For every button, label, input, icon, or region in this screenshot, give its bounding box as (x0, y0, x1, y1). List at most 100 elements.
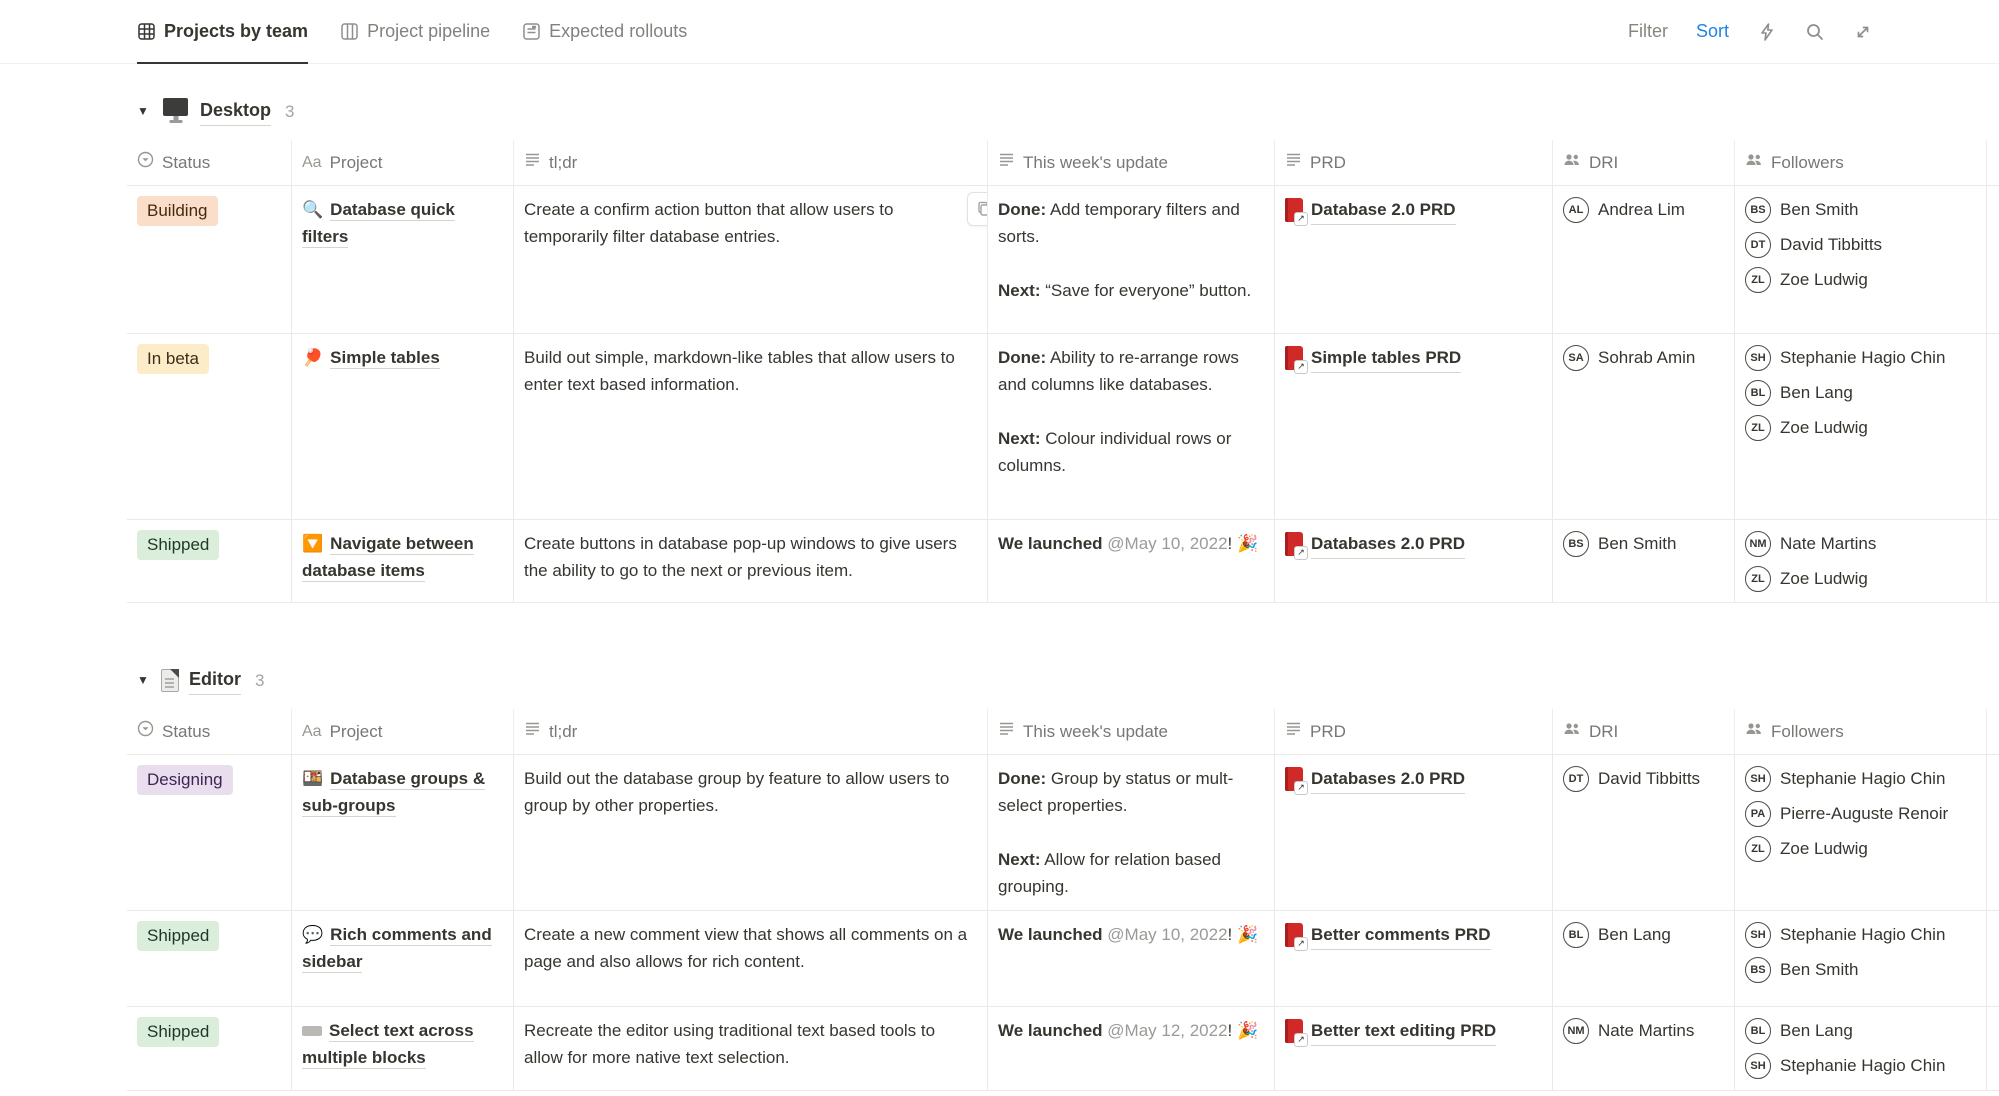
bolt-icon[interactable] (1757, 22, 1777, 42)
column-header-tl-dr[interactable]: tl;dr (514, 709, 988, 755)
date-mention[interactable]: @May 10, 2022 (1102, 534, 1228, 553)
followers-cell[interactable]: SH Stephanie Hagio Chin BS Ben Smith (1735, 911, 1987, 1007)
dri-cell[interactable]: BS Ben Smith (1553, 520, 1735, 603)
column-header-status[interactable]: Status (127, 140, 292, 186)
project-cell[interactable]: 🔍 Database quick filters (292, 186, 514, 334)
prd-cell[interactable]: Databases 2.0 PRD (1275, 755, 1553, 911)
column-header-tl-dr[interactable]: tl;dr (514, 140, 988, 186)
status-badge[interactable]: Shipped (137, 530, 220, 560)
status-cell[interactable]: Shipped (127, 520, 292, 603)
update-bold-text: Next: (998, 281, 1041, 300)
followers-cell[interactable]: NM Nate Martins ZL Zoe Ludwig (1735, 520, 1987, 603)
update-cell[interactable]: Done: Add temporary filters and sorts. Ne… (988, 186, 1275, 334)
group-name[interactable]: Editor (189, 666, 241, 695)
prd-cell[interactable]: Better comments PRD (1275, 911, 1553, 1007)
column-header-project[interactable]: Aa Project (292, 140, 514, 186)
dri-cell[interactable]: NM Nate Martins (1553, 1007, 1735, 1091)
followers-list: BS Ben Smith DT David Tibbitts ZL Zoe Ludwig (1745, 196, 1974, 293)
project-link[interactable]: Simple tables (330, 348, 440, 369)
tldr-cell[interactable]: Build out simple, markdown-like tables t… (514, 334, 988, 520)
prd-link[interactable]: Better comments PRD (1311, 921, 1491, 950)
date-mention[interactable]: @May 10, 2022 (1102, 925, 1228, 944)
status-cell[interactable]: Designing (127, 755, 292, 911)
prd-link-wrap: Better text editing PRD (1285, 1017, 1540, 1047)
project-link[interactable]: Database quick filters (302, 200, 455, 248)
followers-cell[interactable]: SH Stephanie Hagio Chin BL Ben Lang ZL Zoe Lu… (1735, 334, 1987, 520)
prd-link[interactable]: Better text editing PRD (1311, 1017, 1497, 1046)
status-badge[interactable]: Shipped (137, 921, 220, 951)
status-badge[interactable]: Designing (137, 765, 233, 795)
project-link[interactable]: Rich comments and sidebar (302, 925, 492, 973)
column-header-dri[interactable]: DRI (1553, 140, 1735, 186)
tldr-cell[interactable]: Create buttons in database pop-up window… (514, 520, 988, 603)
update-cell[interactable]: We launched @May 10, 2022! 🎉 (988, 520, 1275, 603)
update-cell[interactable]: We launched @May 12, 2022! 🎉 (988, 1007, 1275, 1091)
tab-expected-rollouts[interactable]: Expected rollouts (522, 0, 687, 63)
project-cell[interactable]: Select text across multiple blocks (292, 1007, 514, 1091)
column-header-followers[interactable]: Followers (1735, 709, 1987, 755)
column-header-this-week-s-update[interactable]: This week's update (988, 709, 1275, 755)
column-header-dri[interactable]: DRI (1553, 709, 1735, 755)
column-header-this-week-s-update[interactable]: This week's update (988, 140, 1275, 186)
tldr-cell[interactable]: Build out the database group by feature … (514, 755, 988, 911)
status-cell[interactable]: Shipped (127, 911, 292, 1007)
prd-link[interactable]: Databases 2.0 PRD (1311, 765, 1466, 794)
followers-list: SH Stephanie Hagio Chin PA Pierre-Auguste R… (1745, 765, 1974, 862)
sort-button[interactable]: Sort (1695, 21, 1729, 41)
status-badge[interactable]: In beta (137, 344, 209, 374)
dri-cell[interactable]: AL Andrea Lim (1553, 186, 1735, 334)
prd-link[interactable]: Database 2.0 PRD (1311, 196, 1456, 225)
update-cell[interactable]: Done: Ability to re-arrange rows and col… (988, 334, 1275, 520)
filter-button[interactable]: Filter (1627, 21, 1668, 41)
project-cell[interactable]: 🔽 Navigate between database items (292, 520, 514, 603)
update-cell[interactable]: We launched @May 10, 2022! 🎉 (988, 911, 1275, 1007)
tab-projects-by-team[interactable]: Projects by team (137, 0, 309, 64)
collapse-toggle-icon[interactable]: ▼ (137, 103, 149, 118)
collapse-toggle-icon[interactable]: ▼ (137, 672, 149, 687)
prd-cell[interactable]: Simple tables PRD (1275, 334, 1553, 520)
project-link[interactable]: Navigate between database items (302, 534, 474, 582)
search-icon[interactable] (1805, 22, 1825, 42)
column-label: DRI (1589, 153, 1619, 172)
project-link[interactable]: Select text across multiple blocks (302, 1021, 474, 1069)
project-link[interactable]: Database groups & sub-groups (302, 769, 486, 817)
column-header-project[interactable]: Aa Project (292, 709, 514, 755)
followers-cell[interactable]: BL Ben Lang SH Stephanie Hagio Chin (1735, 1007, 1987, 1091)
column-header-prd[interactable]: PRD (1275, 709, 1553, 755)
status-badge[interactable]: Building (137, 196, 218, 226)
followers-cell[interactable]: BS Ben Smith DT David Tibbitts ZL Zoe Ludwig (1735, 186, 1987, 334)
status-badge[interactable]: Shipped (137, 1017, 220, 1047)
project-cell[interactable]: 🍱 Database groups & sub-groups (292, 755, 514, 911)
update-bold-text: We launched (998, 534, 1103, 553)
group-name[interactable]: Desktop (200, 97, 272, 126)
tab-project-pipeline[interactable]: Project pipeline (340, 0, 490, 63)
status-cell[interactable]: In beta (127, 334, 292, 520)
prd-cell[interactable]: Better text editing PRD (1275, 1007, 1553, 1091)
update-text: Colour individual rows or columns. (998, 429, 1232, 475)
followers-cell[interactable]: SH Stephanie Hagio Chin PA Pierre-Auguste R… (1735, 755, 1987, 911)
status-cell[interactable]: Shipped (127, 1007, 292, 1091)
prd-cell[interactable]: Databases 2.0 PRD (1275, 520, 1553, 603)
expand-icon[interactable] (1853, 22, 1873, 42)
copy-button[interactable] (967, 192, 987, 226)
dri-cell[interactable]: BL Ben Lang (1553, 911, 1735, 1007)
dri-cell[interactable]: DT David Tibbitts (1553, 755, 1735, 911)
update-cell[interactable]: Done: Group by status or mult-select pro… (988, 755, 1275, 911)
project-cell[interactable]: 💬 Rich comments and sidebar (292, 911, 514, 1007)
column-header-followers[interactable]: Followers (1735, 140, 1987, 186)
column-label: PRD (1310, 153, 1346, 172)
date-mention[interactable]: @May 12, 2022 (1102, 1021, 1228, 1040)
status-cell[interactable]: Building (127, 186, 292, 334)
prd-link[interactable]: Databases 2.0 PRD (1311, 530, 1466, 559)
column-header-status[interactable]: Status (127, 709, 292, 755)
column-header-prd[interactable]: PRD (1275, 140, 1553, 186)
tldr-cell[interactable]: Create a new comment view that shows all… (514, 911, 988, 1007)
tldr-cell[interactable]: Create a confirm action button that allo… (514, 186, 988, 334)
tldr-cell[interactable]: Recreate the editor using traditional te… (514, 1007, 988, 1091)
title-icon: Aa (302, 154, 322, 171)
dri-cell[interactable]: SA Sohrab Amin (1553, 334, 1735, 520)
prd-link[interactable]: Simple tables PRD (1311, 344, 1462, 373)
prd-cell[interactable]: Database 2.0 PRD (1275, 186, 1553, 334)
project-cell[interactable]: 🏓 Simple tables (292, 334, 514, 520)
avatar: SA (1563, 344, 1589, 371)
